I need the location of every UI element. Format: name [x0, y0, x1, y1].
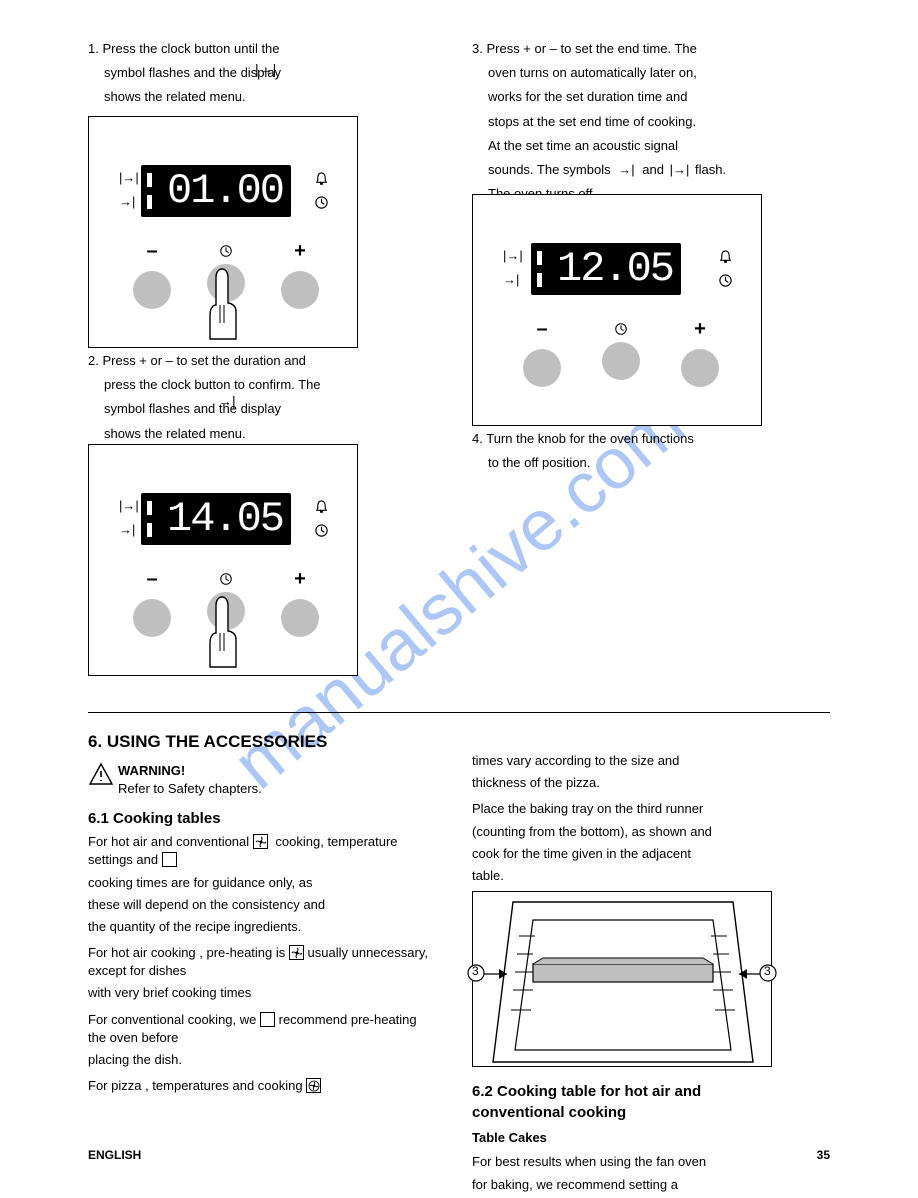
fan-icon — [289, 945, 304, 960]
minus-button[interactable] — [133, 271, 171, 309]
table-caption: Table Cakes — [472, 1129, 812, 1147]
clock-icon — [314, 195, 329, 219]
end-arrow-icon: |→| — [670, 162, 690, 177]
end-arrow-icon: |→| — [255, 60, 276, 80]
start-arrow-icon: →| — [119, 521, 139, 545]
plus-button[interactable] — [281, 599, 319, 637]
step2-text: 2. Press + or – to set the duration and … — [88, 352, 428, 449]
lcd-time: 12.05 — [539, 245, 673, 293]
step1-num: 1. — [88, 41, 99, 56]
level-right-circle: 3 — [759, 964, 777, 982]
step2-num: 2. — [88, 353, 99, 368]
plus-label: + — [285, 237, 315, 265]
timer-display-1: |→| →| 01.00 – + — [88, 116, 358, 348]
start-arrow-icon: →| — [503, 271, 523, 295]
end-arrow-icon: |→| — [119, 169, 139, 193]
lcd-screen: 01.00 — [141, 165, 291, 217]
end-arrow-icon: |→| — [503, 247, 523, 271]
start-arrow-icon: →| — [218, 392, 236, 412]
warning-icon — [88, 762, 118, 798]
clock-icon — [718, 273, 733, 297]
fan-icon — [253, 834, 268, 849]
clock-label-icon — [219, 244, 233, 258]
bell-icon — [718, 249, 733, 273]
clock-button[interactable] — [602, 342, 640, 380]
warning-label: WARNING! — [118, 762, 262, 780]
minus-button[interactable] — [133, 599, 171, 637]
timer-display-3: |→| →| 12.05 – + — [472, 194, 762, 426]
oven-diagram: 3 3 — [472, 891, 772, 1067]
finger-icon — [204, 595, 242, 669]
plus-button[interactable] — [281, 271, 319, 309]
minus-label: – — [137, 237, 167, 265]
end-arrow-icon: |→| — [119, 497, 139, 521]
plus-button[interactable] — [681, 349, 719, 387]
lcd-time: 14.05 — [149, 495, 283, 543]
page-number: 35 — [817, 1147, 830, 1164]
lcd-time: 01.00 — [149, 167, 283, 215]
footer-language: ENGLISH — [88, 1147, 141, 1164]
pizza-fan-icon — [306, 1078, 321, 1093]
bell-icon — [314, 499, 329, 523]
step3-text: 3. Press + or – to set the end time. The… — [472, 40, 812, 209]
start-arrow-icon: →| — [618, 162, 634, 177]
section-divider — [88, 712, 830, 713]
step4-text: 4. Turn the knob for the oven functions … — [472, 430, 812, 478]
level-left-circle: 3 — [467, 964, 485, 982]
start-arrow-icon: →| — [119, 193, 139, 217]
subheading-2: 6.2 Cooking table for hot air and conven… — [472, 1081, 812, 1123]
conventional-icon — [260, 1012, 275, 1027]
right-symbols — [314, 171, 329, 219]
warning-text: Refer to Safety chapters. — [118, 780, 262, 798]
bell-icon — [314, 171, 329, 195]
clock-icon — [314, 523, 329, 547]
timer-display-2: |→| →| 14.05 – + — [88, 444, 358, 676]
minus-button[interactable] — [523, 349, 561, 387]
finger-icon — [204, 267, 242, 341]
section-title: 6. USING THE ACCESSORIES — [88, 730, 428, 754]
subheading-1: 6.1 Cooking tables — [88, 808, 428, 829]
conventional-icon — [162, 852, 177, 867]
left-symbols: |→| →| — [119, 169, 139, 217]
